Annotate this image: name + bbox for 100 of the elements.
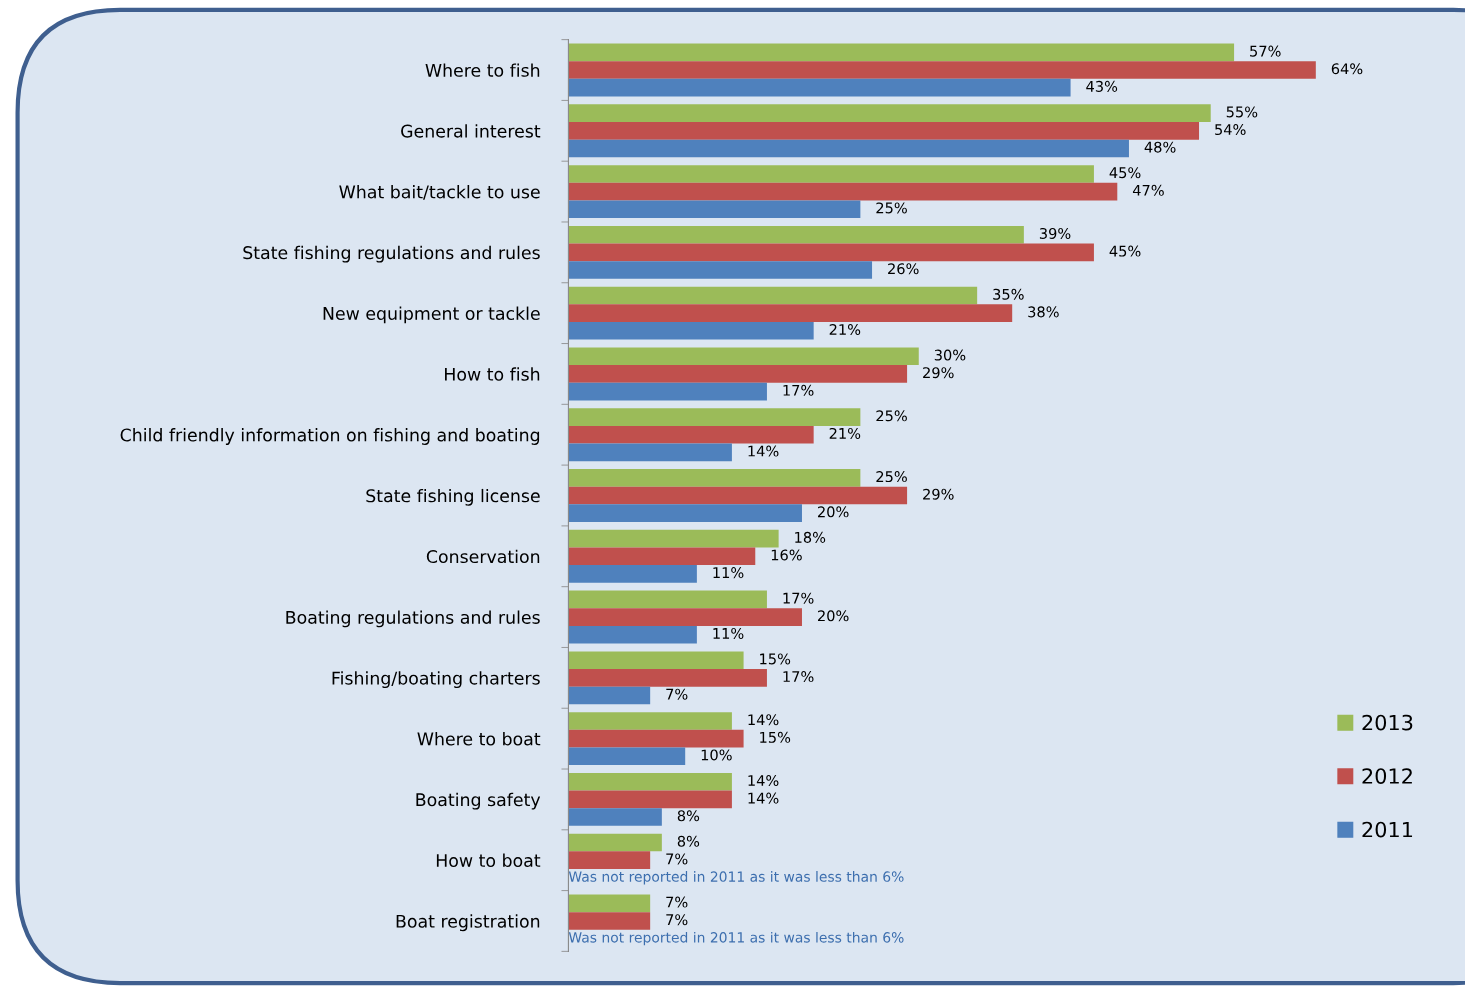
bar: [568, 286, 978, 305]
bar: [568, 408, 861, 426]
data-label: 11%: [713, 627, 744, 639]
data-label: 43%: [1086, 80, 1118, 92]
y-tick-label: Conservation: [426, 549, 540, 564]
y-tick-label: State fishing license: [366, 488, 540, 506]
bar: [568, 78, 1071, 97]
bar: [568, 808, 662, 826]
data-label: 64%: [1331, 63, 1363, 75]
y-tick-label: What bait/tackle to use: [339, 185, 540, 200]
bar: [568, 790, 732, 809]
y-tick-label: Child friendly information on fishing and boating: [120, 428, 540, 445]
bar: [568, 912, 651, 930]
data-label: 25%: [876, 202, 907, 214]
data-label: 14%: [748, 792, 779, 804]
data-label: 8%: [677, 810, 700, 822]
data-label: 14%: [748, 714, 779, 726]
annotation: Was not reported in 2011 as it was less than 6%: [568, 931, 904, 946]
bar: [568, 565, 697, 583]
data-label: 54%: [1215, 124, 1246, 136]
bar: [568, 347, 919, 366]
bar: [568, 104, 1211, 122]
bar: [568, 225, 1024, 244]
data-label: 30%: [934, 349, 966, 361]
bar: [568, 139, 1129, 158]
data-label: 17%: [783, 671, 814, 683]
data-label: 48%: [1144, 141, 1176, 153]
y-tick-label: How to boat: [436, 853, 541, 868]
bar: [568, 590, 767, 609]
bar: [568, 651, 744, 670]
bar: [568, 200, 861, 219]
bar: [568, 261, 873, 279]
data-label: 16%: [771, 549, 802, 561]
data-label: 7%: [666, 896, 688, 908]
data-label: 29%: [923, 488, 954, 500]
data-label: 26%: [888, 263, 919, 275]
bar: [568, 772, 732, 791]
y-tick-label: Boating safety: [416, 792, 541, 810]
data-label: 14%: [748, 774, 779, 787]
bar: [568, 443, 732, 462]
bar: [568, 425, 814, 444]
bar: [568, 469, 861, 487]
data-label: 45%: [1109, 167, 1141, 179]
legend-label: 2012: [1362, 768, 1412, 784]
data-label: 8%: [677, 835, 700, 847]
bar: [568, 529, 779, 548]
bar: [568, 182, 1118, 201]
data-label: 39%: [1039, 227, 1071, 239]
data-label: 21%: [829, 323, 861, 336]
bar: [568, 122, 1200, 140]
bar: [568, 625, 697, 644]
y-tick-label: State fishing regulations and rules: [243, 245, 540, 263]
data-label: 47%: [1132, 184, 1164, 196]
data-label: 11%: [713, 567, 744, 579]
data-label: 17%: [783, 592, 814, 604]
bar: [568, 833, 662, 852]
bar: [568, 243, 1094, 262]
data-label: 25%: [876, 410, 907, 422]
data-label: 21%: [829, 427, 861, 439]
data-label: 7%: [666, 853, 688, 865]
data-label: 55%: [1226, 106, 1258, 118]
bar: [568, 43, 1235, 62]
data-label: 29%: [923, 367, 954, 379]
data-label: 10%: [701, 749, 732, 761]
y-tick-label: Where to fish: [425, 63, 540, 77]
bar: [568, 547, 756, 566]
bar: [568, 61, 1316, 79]
y-tick-label: General interest: [401, 124, 541, 138]
data-label: 17%: [783, 384, 814, 396]
data-label: 38%: [1028, 306, 1059, 318]
bar: [568, 304, 1013, 322]
bar: [568, 894, 651, 913]
y-tick-label: Fishing/boating charters: [332, 671, 540, 689]
legend-label: 2013: [1362, 714, 1413, 731]
bar: [568, 747, 686, 766]
bar: [568, 486, 908, 505]
bar: [568, 382, 767, 401]
bar: [568, 321, 814, 340]
annotation: Was not reported in 2011 as it was less than 6%: [568, 871, 904, 885]
data-label: 20%: [818, 610, 849, 622]
bar: [568, 365, 908, 383]
bar: [568, 686, 651, 705]
bar: [568, 504, 802, 522]
data-label: 14%: [748, 445, 779, 457]
data-label: 15%: [760, 731, 791, 743]
bar: [568, 729, 744, 748]
data-label: 18%: [795, 531, 826, 543]
y-tick-label: Boating regulations and rules: [286, 610, 540, 628]
data-label: 7%: [666, 914, 688, 926]
legend-label: 2011: [1362, 821, 1413, 838]
data-label: 25%: [876, 471, 907, 483]
data-label: 7%: [666, 688, 688, 700]
data-label: 57%: [1250, 45, 1281, 57]
bar: [568, 165, 1094, 183]
data-label: 20%: [818, 506, 849, 518]
y-tick-label: New equipment or tackle: [323, 306, 540, 324]
y-tick-label: Boat registration: [396, 914, 540, 932]
bar: [568, 851, 651, 869]
bar: [568, 608, 802, 626]
data-label: 15%: [760, 653, 791, 665]
